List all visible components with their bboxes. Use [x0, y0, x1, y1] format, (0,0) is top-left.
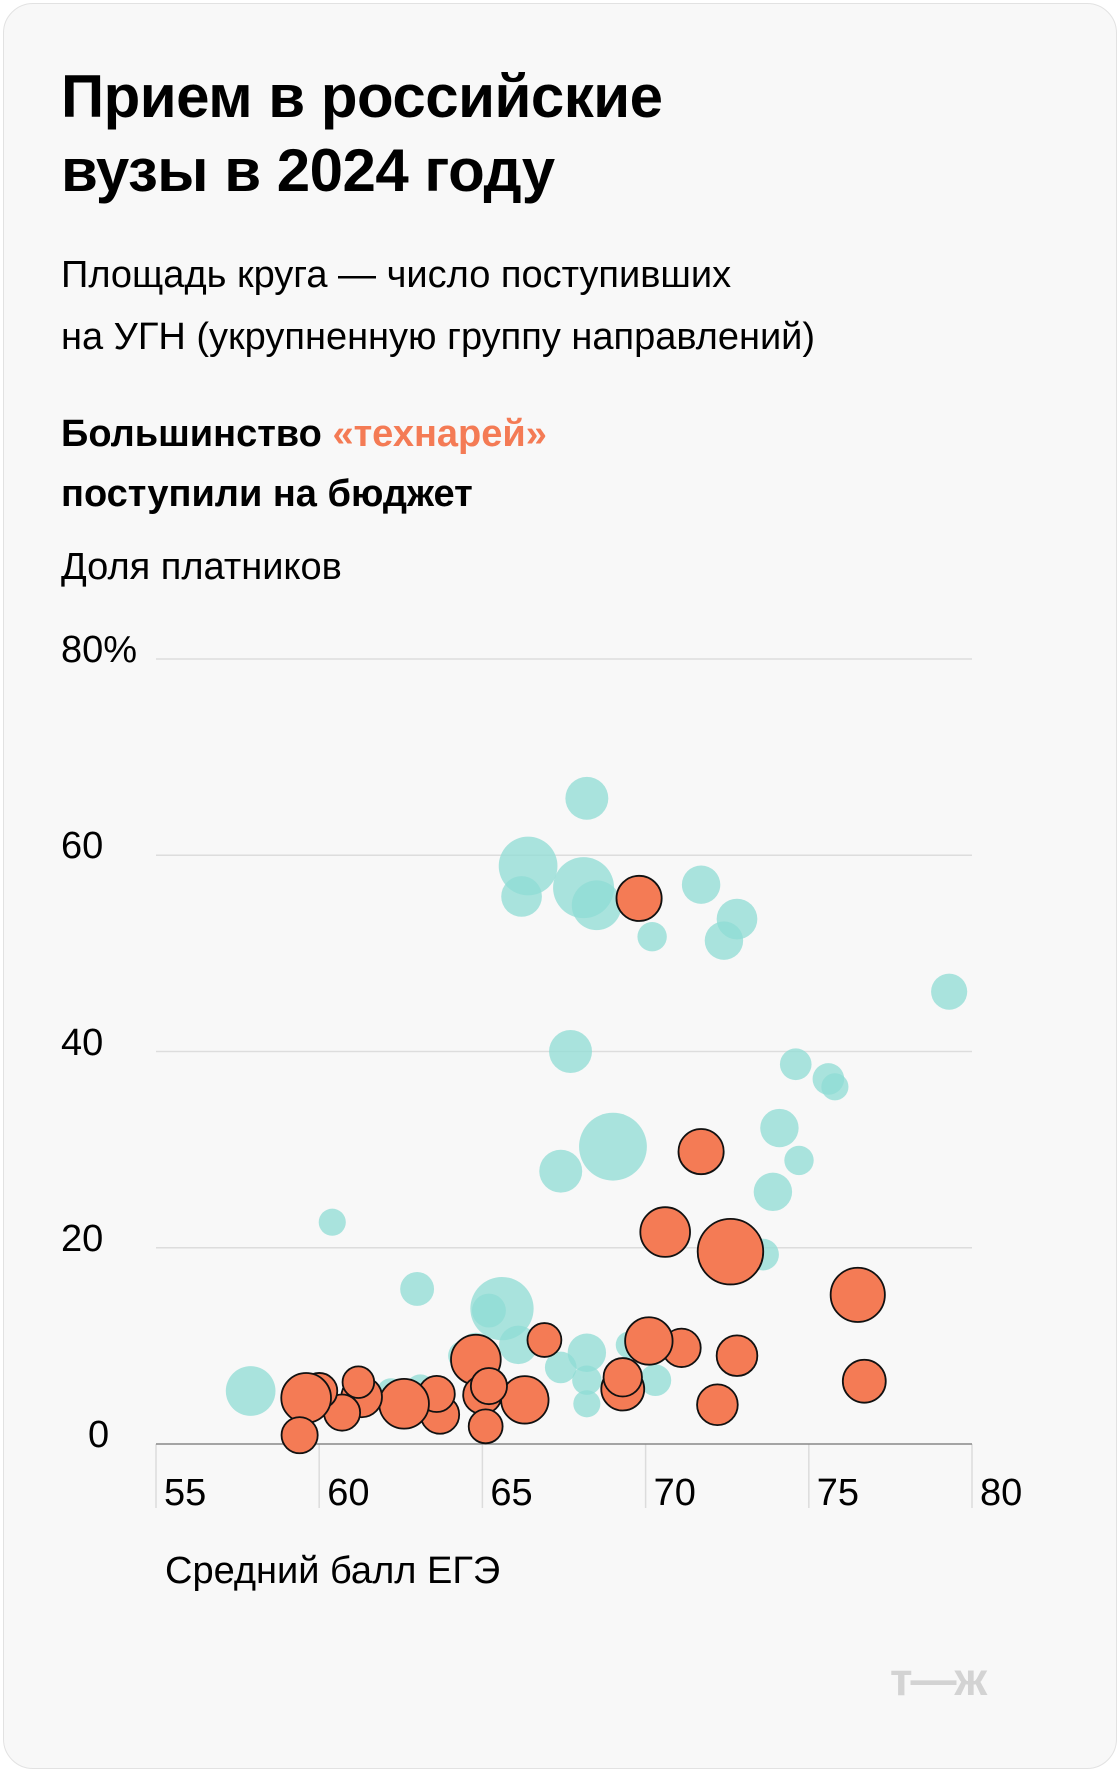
technical-point	[378, 1378, 430, 1430]
technical-point	[639, 1206, 691, 1258]
heading-text: поступили на бюджет	[61, 473, 473, 515]
y-tick-label: 0	[88, 1414, 110, 1456]
title-line: Прием в российские	[61, 63, 663, 130]
other-point	[539, 1149, 583, 1193]
x-tick-label: 80	[980, 1472, 1023, 1514]
other-point	[225, 1366, 276, 1416]
technical-point	[500, 1375, 550, 1425]
other-point	[931, 973, 968, 1010]
other-point	[579, 1112, 647, 1181]
other-point	[573, 1390, 601, 1418]
y-tick-label: 40	[61, 1021, 104, 1064]
x-tick-label: 70	[653, 1472, 696, 1514]
other-point	[571, 880, 622, 931]
technical-point	[602, 1357, 643, 1398]
chart-subtitle: Площадь круга — число поступивших на УГН…	[61, 244, 815, 368]
technical-point	[829, 1266, 886, 1323]
technical-point	[341, 1365, 376, 1399]
technical-point	[841, 1358, 887, 1404]
x-tick-label: 60	[327, 1472, 370, 1514]
technical-point	[677, 1128, 725, 1176]
technical-point	[280, 1416, 319, 1455]
heading-text: Большинство	[61, 413, 333, 455]
other-point	[639, 1364, 672, 1397]
other-point	[544, 1351, 577, 1384]
technical-point	[615, 874, 663, 922]
subtitle-line: Площадь круга — число поступивших	[61, 254, 732, 296]
other-point	[567, 1333, 607, 1372]
heading-accent-legend: «технарей»	[332, 413, 547, 455]
other-point	[784, 1145, 814, 1176]
other-point	[779, 1048, 812, 1081]
other-point	[716, 898, 758, 940]
other-point	[549, 1030, 592, 1073]
technical-point	[696, 1218, 765, 1286]
other-point	[753, 1172, 793, 1212]
subtitle-line: на УГН (укрупненную группу направлений)	[61, 316, 816, 358]
x-tick-label: 65	[490, 1472, 533, 1514]
technical-point	[467, 1408, 504, 1445]
technical-point	[280, 1372, 332, 1424]
other-point	[821, 1073, 849, 1101]
technical-point	[696, 1383, 739, 1426]
other-point	[400, 1272, 435, 1306]
y-tick-label: 80%	[61, 629, 138, 671]
chart-title: Прием в российские вузы в 2024 году	[61, 60, 663, 208]
y-axis-label: Доля платников	[61, 546, 342, 588]
technical-point	[624, 1316, 674, 1366]
technical-point	[526, 1322, 563, 1358]
y-tick-label: 60	[61, 825, 104, 868]
other-point	[501, 876, 542, 917]
other-point	[565, 776, 609, 820]
other-point	[760, 1108, 799, 1148]
x-tick-label: 75	[816, 1472, 860, 1514]
other-point	[681, 865, 721, 904]
technical-point	[469, 1367, 508, 1406]
other-point	[637, 922, 667, 952]
x-axis-label: Средний балл ЕГЭ	[165, 1550, 501, 1592]
logo: т—ж	[890, 1653, 987, 1705]
other-point	[471, 1293, 506, 1328]
title-line: вузы в 2024 году	[61, 137, 555, 204]
other-point	[318, 1208, 346, 1236]
y-tick-label: 20	[61, 1217, 104, 1260]
x-tick-label: 55	[164, 1472, 207, 1514]
technical-point	[715, 1334, 759, 1377]
other-point	[572, 1365, 602, 1395]
chart-heading: Большинство «технарей» поступили на бюдж…	[61, 404, 547, 524]
